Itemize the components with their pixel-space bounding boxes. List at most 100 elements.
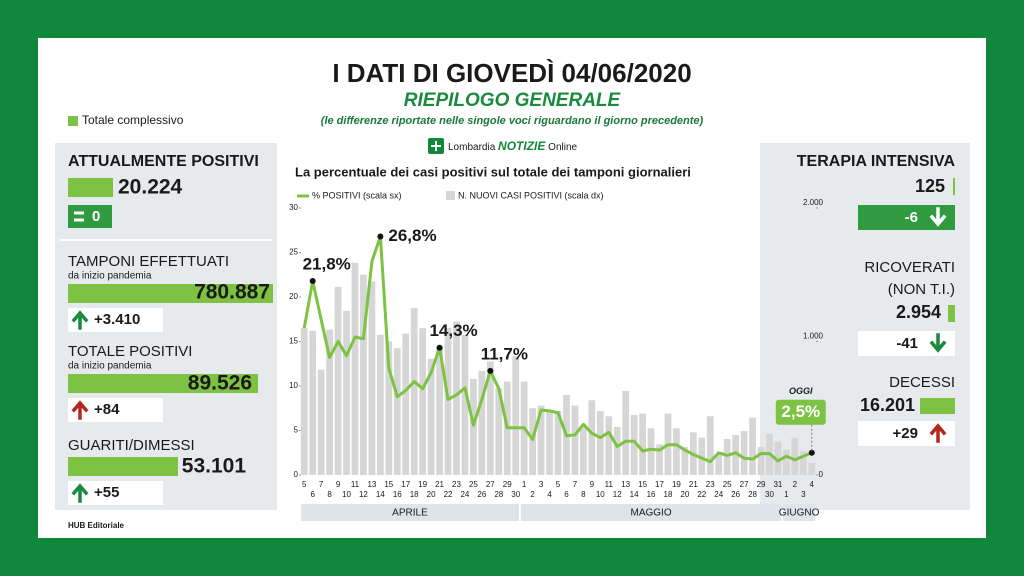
bar bbox=[470, 378, 477, 475]
stat-bar bbox=[68, 457, 178, 476]
x-tick-label: 18 bbox=[410, 490, 419, 499]
stat-bar bbox=[920, 398, 955, 414]
stat-total: 780.887 bbox=[194, 281, 270, 304]
bar bbox=[427, 358, 435, 475]
x-tick-label: 9 bbox=[336, 480, 341, 489]
bar bbox=[309, 330, 317, 475]
x-tick-label: 4 bbox=[810, 480, 815, 489]
x-tick-label: 26 bbox=[477, 490, 486, 499]
month-label: MAGGIO bbox=[630, 508, 671, 519]
x-tick-label: 3 bbox=[801, 490, 806, 499]
x-tick-label: 5 bbox=[302, 480, 307, 489]
logo-brand: Lombardia bbox=[448, 142, 496, 153]
note: (le differenze riportate nelle singole v… bbox=[321, 115, 704, 127]
bar bbox=[461, 334, 469, 475]
x-tick-label: 16 bbox=[647, 490, 656, 499]
bar bbox=[554, 410, 562, 475]
bar bbox=[639, 413, 646, 475]
x-tick-label: 22 bbox=[444, 490, 453, 499]
y2-tick-label: 0 bbox=[819, 470, 824, 479]
x-tick-label: 15 bbox=[384, 480, 393, 489]
x-tick-label: 2 bbox=[793, 480, 798, 489]
bar bbox=[495, 388, 503, 475]
x-tick-label: 15 bbox=[638, 480, 647, 489]
annotation: OGGI bbox=[789, 386, 813, 396]
x-tick-label: 23 bbox=[706, 480, 715, 489]
point bbox=[808, 449, 815, 456]
x-tick-label: 20 bbox=[427, 490, 436, 499]
x-tick-label: 12 bbox=[359, 490, 368, 499]
bar bbox=[334, 286, 342, 475]
stat-total: 89.526 bbox=[188, 372, 252, 395]
stat-total: 53.101 bbox=[182, 455, 247, 478]
x-tick-label: 25 bbox=[723, 480, 732, 489]
x-tick-label: 5 bbox=[556, 480, 561, 489]
x-tick-label: 11 bbox=[351, 480, 360, 489]
point bbox=[436, 344, 443, 351]
bar bbox=[351, 262, 359, 475]
logo-mark bbox=[431, 141, 441, 151]
bar bbox=[732, 434, 740, 475]
stat-label: TERAPIA INTENSIVA bbox=[797, 153, 956, 170]
subtitle: RIEPILOGO GENERALE bbox=[404, 90, 622, 111]
bar bbox=[808, 462, 816, 475]
bar bbox=[706, 416, 714, 475]
stat-change: +84 bbox=[94, 401, 120, 418]
x-tick-label: 9 bbox=[590, 480, 595, 489]
legend-text: % POSITIVI (scala sx) bbox=[312, 190, 402, 200]
x-tick-label: 6 bbox=[564, 490, 569, 499]
bar bbox=[436, 346, 443, 475]
bar bbox=[774, 441, 782, 475]
today-box bbox=[775, 399, 826, 425]
title: I DATI DI GIOVEDÌ 04/06/2020 bbox=[332, 58, 691, 88]
x-tick-label: 20 bbox=[680, 490, 689, 499]
bar bbox=[478, 370, 486, 475]
bar bbox=[537, 405, 545, 475]
legend-text: N. NUOVI CASI POSITIVI (scala dx) bbox=[458, 190, 604, 200]
y-tick-label: 30 bbox=[289, 203, 298, 212]
month-band bbox=[520, 504, 782, 521]
y-tick-label: 10 bbox=[289, 381, 298, 390]
x-tick-label: 24 bbox=[460, 490, 469, 499]
x-tick-label: 28 bbox=[748, 490, 757, 499]
x-tick-label: 17 bbox=[401, 480, 410, 489]
x-tick-label: 24 bbox=[714, 490, 723, 499]
y-tick-label: 0 bbox=[294, 470, 299, 479]
y-tick-label: 20 bbox=[289, 292, 298, 301]
x-tick-label: 1 bbox=[522, 480, 527, 489]
stat-label: TOTALE POSITIVI bbox=[68, 343, 192, 360]
x-tick-label: 28 bbox=[494, 490, 503, 499]
x-tick-label: 21 bbox=[689, 480, 698, 489]
stat-bar bbox=[68, 374, 258, 393]
x-tick-label: 29 bbox=[757, 480, 766, 489]
equal-icon bbox=[74, 211, 84, 222]
value-label: 26,8% bbox=[388, 226, 436, 245]
stat-bar bbox=[953, 178, 955, 195]
bar bbox=[579, 426, 587, 475]
bar bbox=[393, 348, 401, 475]
x-tick-label: 12 bbox=[613, 490, 622, 499]
x-tick-label: 16 bbox=[393, 490, 402, 499]
x-tick-label: 13 bbox=[367, 480, 376, 489]
bar bbox=[613, 426, 621, 475]
stat-change: 0 bbox=[92, 208, 100, 225]
bar bbox=[444, 328, 452, 475]
x-tick-label: 25 bbox=[469, 480, 478, 489]
x-tick-label: 17 bbox=[655, 480, 664, 489]
stat-change: +3.410 bbox=[94, 311, 140, 328]
x-tick-label: 23 bbox=[452, 480, 461, 489]
bar bbox=[757, 446, 765, 475]
x-tick-label: 31 bbox=[773, 480, 782, 489]
month-label: APRILE bbox=[392, 508, 428, 519]
x-tick-label: 27 bbox=[740, 480, 749, 489]
point bbox=[377, 233, 384, 240]
bar bbox=[419, 328, 427, 475]
x-tick-label: 1 bbox=[784, 490, 789, 499]
y2-tick-label: 2.000 bbox=[803, 198, 824, 207]
value-label: 14,3% bbox=[429, 321, 477, 340]
y-tick-label: 25 bbox=[289, 248, 298, 257]
month-label: GIUGNO bbox=[779, 508, 820, 519]
plot: 05101520253001.0002.00056789101112131415… bbox=[289, 190, 826, 521]
bar bbox=[376, 334, 384, 475]
bar bbox=[529, 408, 537, 475]
